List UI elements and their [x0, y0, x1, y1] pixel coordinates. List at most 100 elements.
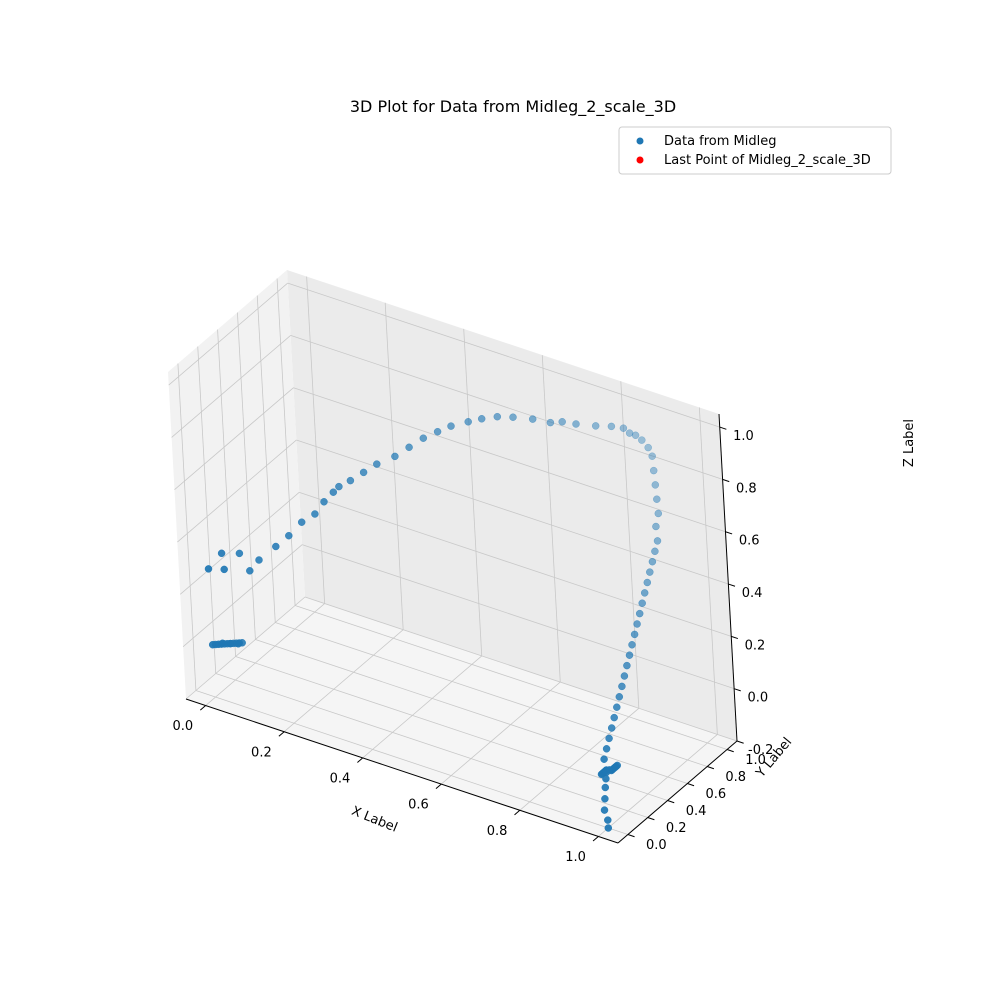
- legend-entry-series: Data from Midleg: [664, 134, 777, 149]
- data-point: [638, 599, 646, 607]
- z-tick-mark: [725, 531, 733, 535]
- data-point: [602, 745, 611, 753]
- y-tick-label: 0.6: [706, 787, 727, 802]
- data-point: [493, 412, 502, 421]
- x-grid-floor: [519, 707, 640, 811]
- data-point: [613, 761, 622, 770]
- x-tick-mark: [514, 809, 521, 816]
- chart-title: 3D Plot for Data from Midleg_2_scale_3D: [350, 97, 676, 117]
- z-tick-label: 0.8: [736, 481, 757, 496]
- data-point: [618, 682, 626, 691]
- data-point: [226, 639, 235, 648]
- data-point: [610, 713, 618, 722]
- data-point: [649, 466, 658, 475]
- data-point: [631, 431, 640, 440]
- data-point: [623, 661, 631, 670]
- z-tick-label: 0.0: [747, 691, 768, 706]
- data-point: [628, 641, 636, 649]
- y-grid-floor: [294, 605, 728, 750]
- data-point: [546, 418, 555, 427]
- y-grid-side: [197, 346, 217, 674]
- back-pane: [287, 270, 737, 741]
- y-tick-mark: [627, 834, 635, 838]
- data-point: [646, 568, 654, 576]
- data-point: [320, 498, 328, 506]
- scatter-points: [204, 412, 663, 832]
- x-grid-back: [463, 328, 483, 656]
- data-point: [607, 422, 616, 431]
- z-tick-label: 0.6: [739, 534, 760, 549]
- data-point: [433, 427, 442, 436]
- y-grid-floor: [195, 690, 629, 835]
- data-point: [648, 557, 657, 566]
- x-axis-line: [185, 698, 619, 844]
- data-point: [633, 620, 641, 628]
- data-point: [346, 476, 355, 485]
- data-point: [600, 755, 608, 763]
- data-point: [648, 452, 656, 460]
- y-axis-line: [617, 740, 738, 844]
- x-grid-floor: [205, 603, 325, 706]
- data-point: [391, 452, 399, 461]
- x-tick-label: 0.2: [251, 745, 272, 760]
- x-tick-label: 0.4: [330, 771, 351, 786]
- y-tick-label: 0.0: [646, 838, 667, 853]
- y-tick-mark: [726, 749, 734, 753]
- x-grid-back: [384, 302, 404, 630]
- x-tick-mark: [199, 705, 206, 711]
- z-tick-mark: [736, 740, 744, 744]
- z-tick-mark: [719, 426, 727, 430]
- y-grid-floor: [215, 673, 648, 818]
- legend: Data from Midleg Last Point of Midleg_2_…: [618, 126, 892, 175]
- data-point: [285, 531, 293, 540]
- z-grid-back: [304, 596, 738, 742]
- data-point: [359, 468, 368, 477]
- legend-marker-last-point: [636, 156, 644, 164]
- data-point: [653, 495, 661, 503]
- side-pane: [168, 270, 305, 699]
- y-tick-label: 0.8: [725, 770, 746, 785]
- data-point: [220, 565, 228, 574]
- data-point: [604, 816, 612, 824]
- z-grid-side: [182, 544, 303, 647]
- data-point: [638, 436, 646, 444]
- z-grid-side: [168, 282, 288, 386]
- y-grid-side: [237, 312, 256, 640]
- data-point: [643, 578, 652, 587]
- data-point: [204, 565, 213, 573]
- data-point: [528, 415, 537, 423]
- axes-panes: [168, 270, 737, 843]
- y-tick-mark: [667, 800, 675, 804]
- z-tick-mark: [731, 635, 739, 640]
- data-point: [373, 460, 381, 468]
- data-point: [335, 482, 343, 491]
- x-grid-back: [620, 381, 640, 709]
- x-grid-floor: [362, 655, 482, 759]
- x-tick-label: 0.8: [487, 824, 508, 839]
- data-point: [620, 672, 629, 680]
- x-grid-floor: [598, 734, 718, 837]
- data-point: [601, 795, 609, 803]
- data-point: [329, 488, 338, 496]
- data-point: [464, 418, 472, 426]
- x-tick-mark: [278, 731, 285, 737]
- y-tick-label: 0.2: [666, 821, 687, 836]
- z-tick-label: -0.2: [748, 743, 773, 758]
- x-grid-back: [698, 407, 718, 735]
- legend-box: [618, 126, 892, 175]
- data-point: [405, 443, 413, 452]
- legend-marker-series: [636, 137, 644, 145]
- data-point: [640, 589, 649, 597]
- data-point: [558, 418, 566, 426]
- data-point: [272, 542, 280, 551]
- data-point: [419, 434, 428, 442]
- data-point: [572, 420, 580, 428]
- data-point: [654, 509, 663, 518]
- tick-labels: 0.00.20.40.60.81.00.00.20.40.60.81.0-0.2…: [173, 429, 774, 865]
- z-axis-label: Z Label: [902, 419, 917, 467]
- y-grid-side: [177, 363, 197, 691]
- data-point: [651, 481, 660, 489]
- data-point: [653, 537, 662, 545]
- x-grid-floor: [283, 629, 404, 733]
